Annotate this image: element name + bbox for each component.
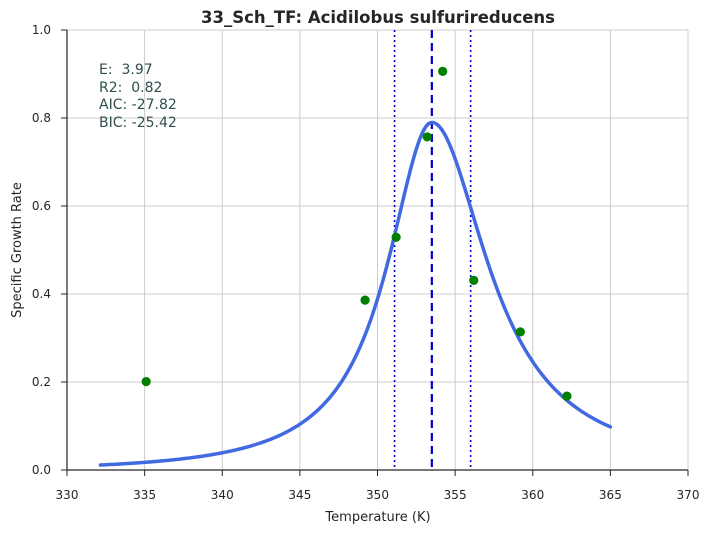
axes-layer: 330 335 340 345 350 355 360 365 370 0.0 0.2 0.4 0.6 0… — [32, 23, 700, 502]
data-point — [141, 376, 151, 387]
x-tick-label: 355 — [444, 488, 467, 502]
fit-curve-layer — [98, 120, 613, 467]
fitted-curve — [98, 120, 613, 467]
data-point — [562, 391, 572, 401]
x-axis-label: Temperature (K) — [324, 510, 430, 525]
data-point — [515, 327, 525, 337]
y-tick-label: 0.6 — [32, 199, 51, 213]
x-tick-label: 350 — [366, 488, 389, 502]
y-tick-label: 0.4 — [32, 287, 51, 301]
x-tick-label: 360 — [521, 488, 544, 502]
data-points-layer — [141, 66, 572, 401]
x-tick-label: 340 — [211, 488, 234, 502]
annotation-r2: R2: 0.82 — [99, 80, 162, 96]
reference-lines-layer — [393, 30, 472, 470]
data-point — [360, 295, 370, 305]
x-tick-label: 370 — [677, 488, 700, 502]
x-tick-label: 335 — [133, 488, 156, 502]
text-layer: 33_Sch_TF: Acidilobus sulfurireducens Te… — [10, 8, 555, 525]
grid-layer — [66, 29, 689, 471]
data-point — [469, 275, 479, 285]
x-tick-label: 330 — [56, 488, 79, 502]
chart-title: 33_Sch_TF: Acidilobus sulfurireducens — [201, 8, 555, 27]
y-tick-label: 0.8 — [32, 111, 51, 125]
data-point — [422, 132, 432, 142]
data-point — [391, 232, 401, 242]
data-point — [438, 66, 448, 76]
y-tick-label: 0.0 — [32, 463, 51, 477]
y-tick-label: 1.0 — [32, 23, 51, 37]
x-tick-label: 365 — [599, 488, 622, 502]
annotation-bic: BIC: -25.42 — [99, 115, 177, 131]
annotation-e: E: 3.97 — [99, 62, 153, 78]
y-tick-label: 0.2 — [32, 375, 51, 389]
annotation-aic: AIC: -27.82 — [99, 97, 177, 113]
y-axis-label: Specific Growth Rate — [10, 182, 25, 318]
x-tick-label: 345 — [288, 488, 311, 502]
